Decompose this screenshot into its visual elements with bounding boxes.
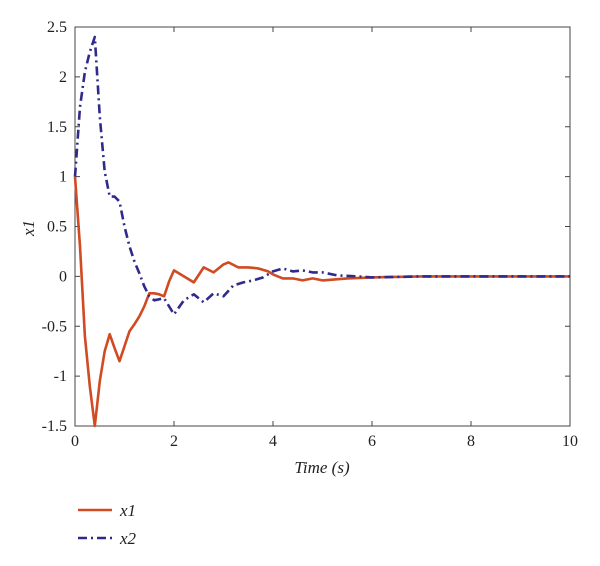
y-axis-ticks: -1.5 -1 -0.5 0 0.5 1 1.5 2 2.5: [42, 19, 570, 435]
y-axis-label: x1: [19, 220, 38, 237]
x-tick-label: 0: [71, 433, 79, 450]
x-tick-label: 10: [562, 433, 578, 450]
y-tick-label: -1.5: [42, 418, 67, 435]
legend-label-x1: x1: [119, 501, 136, 520]
y-tick-label: 1: [59, 169, 67, 186]
x-tick-label: 4: [269, 433, 277, 450]
y-tick-label: -0.5: [42, 318, 67, 335]
series-layer: [73, 35, 570, 428]
series-line-x1: [73, 176, 570, 428]
series-line-x2: [73, 35, 570, 316]
plot-frame: [74, 26, 571, 427]
x-tick-label: 6: [368, 433, 376, 450]
y-tick-label: 0.5: [47, 219, 67, 236]
x-tick-label: 8: [467, 433, 475, 450]
y-tick-label: 1.5: [47, 119, 67, 136]
x-axis-label: Time (s): [294, 458, 350, 477]
legend-label-x2: x2: [119, 529, 137, 548]
y-tick-label: -1: [54, 368, 67, 385]
x-tick-label: 2: [170, 433, 178, 450]
legend: x1 x2: [78, 501, 137, 548]
x-axis-ticks: 0 2 4 6 8 10: [71, 27, 578, 450]
y-tick-label: 0: [59, 268, 67, 285]
y-tick-label: 2: [59, 69, 67, 86]
y-tick-label: 2.5: [47, 19, 67, 36]
